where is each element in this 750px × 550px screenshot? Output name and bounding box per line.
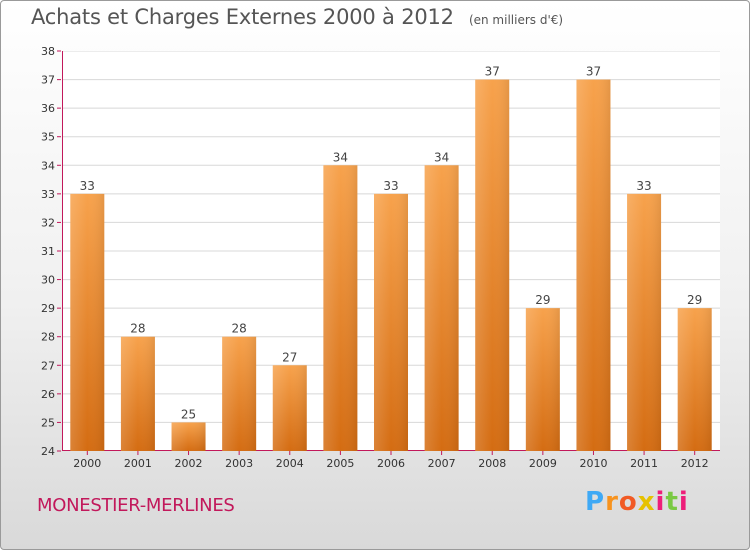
data-label: 34 bbox=[434, 150, 449, 164]
x-tick-label: 2012 bbox=[681, 457, 709, 470]
data-label: 29 bbox=[687, 293, 702, 307]
bar-shade bbox=[475, 79, 510, 451]
bar-shade bbox=[272, 365, 307, 451]
x-tick-label: 2011 bbox=[630, 457, 658, 470]
y-tick-label: 38 bbox=[41, 45, 55, 58]
data-label: 33 bbox=[80, 179, 95, 193]
y-tick-label: 35 bbox=[41, 131, 55, 144]
data-label: 29 bbox=[535, 293, 550, 307]
x-tick-label: 2008 bbox=[478, 457, 506, 470]
y-tick-label: 29 bbox=[41, 302, 55, 315]
commune-name: MONESTIER-MERLINES bbox=[37, 495, 235, 516]
x-tick-label: 2001 bbox=[124, 457, 152, 470]
bar-shade bbox=[171, 422, 206, 451]
data-label: 28 bbox=[232, 322, 247, 336]
y-tick-label: 27 bbox=[41, 359, 55, 372]
y-tick-label: 26 bbox=[41, 388, 55, 401]
x-tick-label: 2010 bbox=[579, 457, 607, 470]
bar-shade bbox=[627, 193, 662, 451]
y-tick-label: 24 bbox=[41, 445, 55, 458]
data-label: 25 bbox=[181, 407, 196, 421]
bar-shade bbox=[576, 79, 611, 451]
y-tick-label: 34 bbox=[41, 159, 55, 172]
bar-shade bbox=[70, 193, 105, 451]
chart-title: Achats et Charges Externes 2000 à 2012 bbox=[31, 5, 454, 29]
bar-shade bbox=[677, 308, 712, 451]
plot-area: 33 28 25 28 27 34 33 34 37 29 37 33 29 bbox=[62, 51, 720, 451]
data-label: 27 bbox=[282, 350, 297, 364]
data-label: 37 bbox=[586, 65, 601, 79]
y-tick-label: 25 bbox=[41, 416, 55, 429]
bar-shade bbox=[120, 336, 155, 451]
y-axis: 24 25 26 27 28 29 30 31 32 33 34 35 36 37 38 bbox=[41, 45, 61, 458]
x-tick-label: 2004 bbox=[276, 457, 304, 470]
bar-chart: 33 28 25 28 27 34 33 34 37 29 37 33 29 bbox=[62, 51, 720, 451]
y-tick-label: 28 bbox=[41, 331, 55, 344]
y-tick-label: 31 bbox=[41, 245, 55, 258]
x-tick-label: 2002 bbox=[175, 457, 203, 470]
chart-unit: (en milliers d'€) bbox=[468, 13, 564, 27]
data-label: 33 bbox=[383, 179, 398, 193]
x-tick-label: 2007 bbox=[428, 457, 456, 470]
bar-shade bbox=[374, 193, 408, 451]
data-label: 28 bbox=[130, 322, 145, 336]
bar-shade bbox=[323, 165, 358, 451]
data-label: 34 bbox=[333, 150, 348, 164]
y-tick-label: 37 bbox=[41, 74, 55, 87]
x-tick-label: 2006 bbox=[377, 457, 405, 470]
brand-logo: Proxiti bbox=[585, 487, 689, 517]
bar-shade bbox=[525, 308, 560, 451]
x-tick-label: 2005 bbox=[326, 457, 354, 470]
x-axis: 2000 2001 2002 2003 2004 2005 2006 2007 2008 2009… bbox=[73, 451, 709, 470]
bar-shade bbox=[424, 165, 459, 451]
data-label: 33 bbox=[636, 179, 651, 193]
x-tick-label: 2009 bbox=[529, 457, 557, 470]
y-tick-label: 33 bbox=[41, 188, 55, 201]
y-tick-label: 32 bbox=[41, 216, 55, 229]
data-label: 37 bbox=[485, 65, 500, 79]
x-tick-label: 2003 bbox=[225, 457, 253, 470]
x-tick-label: 2000 bbox=[73, 457, 101, 470]
y-tick-label: 36 bbox=[41, 102, 55, 115]
y-tick-label: 30 bbox=[41, 274, 55, 287]
title-row: Achats et Charges Externes 2000 à 2012 (… bbox=[31, 5, 563, 29]
bar-shade bbox=[222, 336, 257, 451]
